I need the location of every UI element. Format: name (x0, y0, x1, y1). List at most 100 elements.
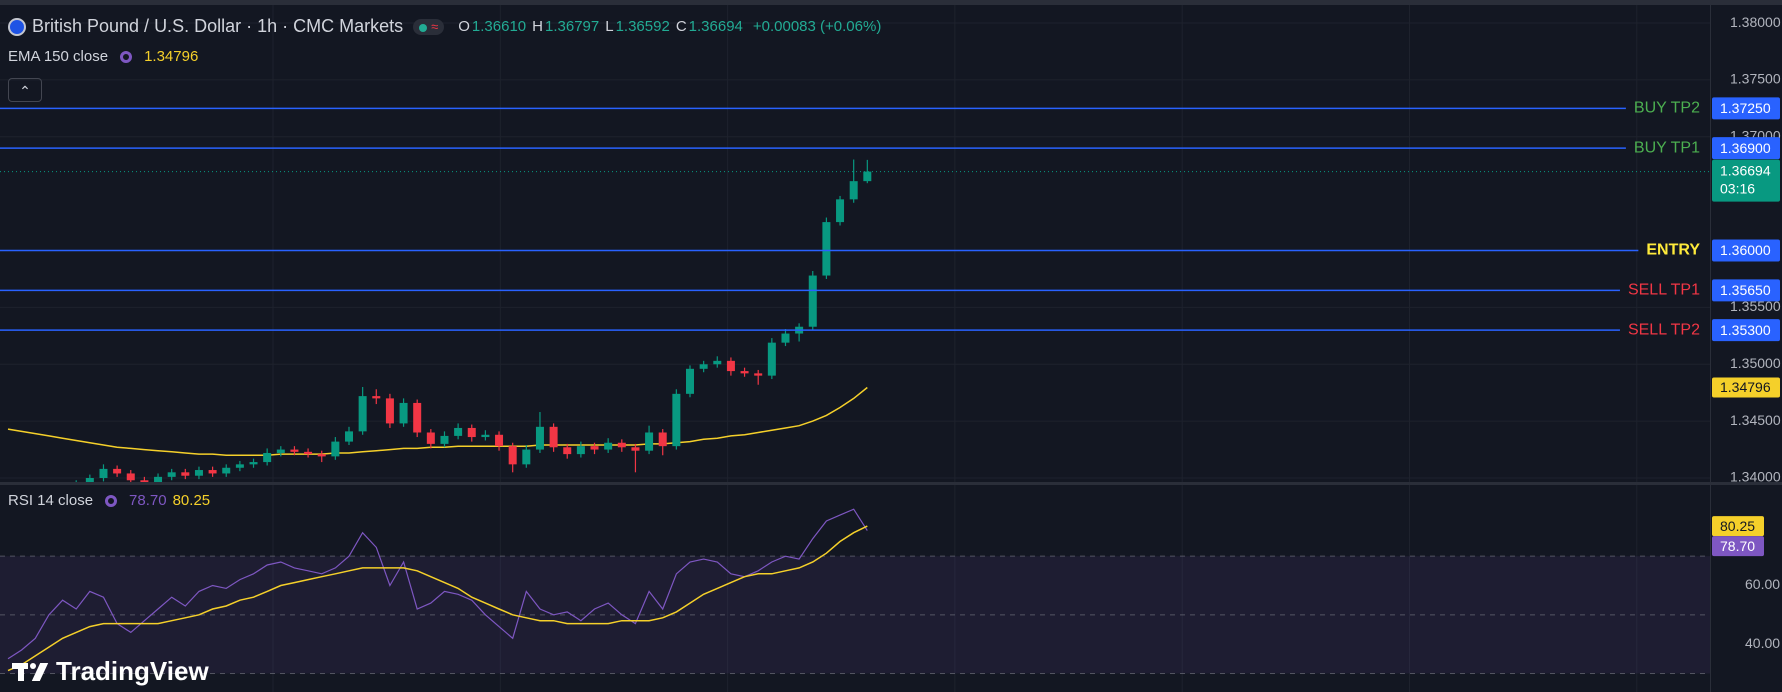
candle-body (617, 442, 626, 448)
candle-body (699, 364, 708, 369)
candle-body (563, 447, 572, 455)
candle-body (194, 470, 203, 476)
change: +0.00083 (+0.06%) (752, 18, 882, 35)
rsi-value: 78.70 (129, 492, 167, 509)
ohlc-key: H (532, 18, 543, 35)
candle-body (754, 373, 763, 376)
candle-body (140, 480, 149, 483)
candle-body (467, 427, 476, 438)
level-tag (1712, 97, 1780, 120)
candle-body (358, 396, 367, 432)
logo-mark (12, 661, 50, 683)
level-price: 1.37250 (1720, 100, 1771, 116)
level-price: 1.35650 (1720, 282, 1771, 298)
candle-body (167, 472, 176, 477)
candle-body (454, 427, 463, 436)
candle-body (549, 426, 558, 448)
level-tag (1712, 279, 1780, 302)
ema-icon (120, 50, 133, 63)
symbol-title[interactable]: British Pound / U.S. Dollar · 1h · CMC M… (32, 16, 404, 36)
ohlc-key: C (675, 18, 687, 35)
candle-body (440, 435, 449, 444)
level-tag (1712, 137, 1780, 160)
level-price: 1.35300 (1720, 322, 1771, 338)
y-tick-label: 1.34000 (1730, 469, 1781, 485)
ohlc-key: L (605, 18, 614, 35)
rsi-pane (0, 508, 1710, 675)
ema-value: 1.34796 (144, 48, 199, 65)
level-price: 1.36000 (1720, 242, 1771, 258)
countdown: 03:16 (1720, 180, 1755, 196)
candle-body (631, 447, 640, 451)
rsi-legend: RSI 14 close 78.70 80.25 (8, 492, 210, 509)
candle-body (331, 441, 340, 457)
vertical-grid (272, 5, 1638, 692)
y-tick-label: 1.34500 (1730, 412, 1781, 428)
candle-body (535, 426, 544, 450)
ohlc-value: 1.36592 (615, 18, 670, 35)
y-tick-label: 1.35000 (1730, 355, 1781, 371)
candle-body (208, 470, 217, 474)
ema-title[interactable]: EMA 150 close (8, 48, 109, 65)
candle-body (495, 434, 504, 447)
candle-body (590, 446, 599, 450)
data-icon: ≈ (431, 18, 439, 34)
candle-body (481, 434, 490, 438)
collapse-button[interactable]: ⌃ (8, 78, 42, 102)
candle-body (222, 467, 231, 474)
candle-body (863, 171, 872, 182)
candle-body (508, 446, 517, 465)
watermark: TradingView (12, 656, 209, 687)
candle-body (385, 398, 394, 424)
rsi-title[interactable]: RSI 14 close (8, 492, 94, 509)
current-tag (1712, 159, 1780, 202)
rsi-line (7, 508, 868, 660)
candle-body (317, 454, 326, 457)
candle-body (426, 432, 435, 444)
ohlc-value: 1.36694 (688, 18, 743, 35)
price-pane (0, 22, 1710, 483)
candle-body (99, 468, 108, 478)
candle-body (522, 449, 531, 465)
candle-body (849, 181, 858, 200)
ema-tag-label: 1.34796 (1720, 379, 1771, 395)
candle-body (645, 432, 654, 451)
y-tick-label: 1.37500 (1730, 71, 1781, 87)
candle-body (740, 371, 749, 374)
top-border (0, 0, 1782, 5)
symbol-header: British Pound / U.S. Dollar · 1h · CMC M… (8, 16, 881, 37)
candle-body (713, 360, 722, 365)
candle-body (113, 468, 122, 474)
candle-body (85, 477, 94, 483)
candle-body (808, 275, 817, 327)
candle-body (658, 432, 667, 447)
candle-body (154, 476, 163, 483)
current-price: 1.36694 (1720, 162, 1771, 178)
level-label: BUY TP1 (1634, 139, 1700, 156)
ema-tag (1712, 377, 1780, 398)
candle-body (235, 464, 244, 468)
level-label: SELL TP1 (1628, 282, 1700, 299)
level-tag (1712, 239, 1780, 262)
price-axis: 1.380001.375001.370001.355001.350001.345… (1628, 14, 1781, 651)
y-tick-label: 1.35500 (1730, 298, 1781, 314)
candle-body (345, 431, 353, 442)
candle-body (767, 342, 776, 376)
rsi-ma-value: 80.25 (172, 492, 211, 509)
rsi-tag-label: 78.70 (1720, 538, 1755, 554)
y-tick-label: 1.38000 (1730, 14, 1781, 30)
level-tag (1712, 319, 1780, 342)
candle-body (686, 368, 694, 394)
ema-legend: EMA 150 close 1.34796 (8, 48, 198, 65)
candle-body (836, 199, 845, 223)
market-open-dot (419, 23, 428, 32)
candle-body (249, 462, 258, 465)
rsi-tick-label: 40.00 (1745, 635, 1780, 651)
candle-body (372, 396, 381, 399)
level-label: BUY TP2 (1634, 100, 1700, 117)
rsi-icon (105, 494, 118, 507)
candle-body (263, 452, 272, 463)
candle-body (399, 402, 408, 424)
status-pill[interactable]: ≈ (413, 18, 445, 35)
